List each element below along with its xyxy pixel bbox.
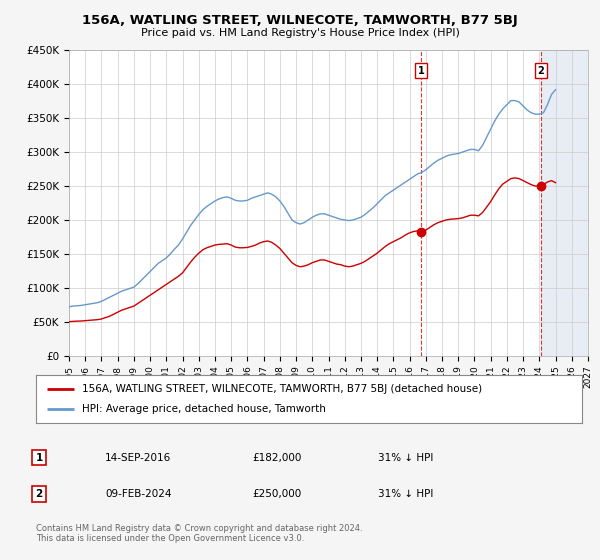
Text: 1: 1 — [418, 66, 424, 76]
Text: HPI: Average price, detached house, Tamworth: HPI: Average price, detached house, Tamw… — [82, 404, 326, 414]
Text: £250,000: £250,000 — [252, 489, 301, 499]
Text: 31% ↓ HPI: 31% ↓ HPI — [378, 452, 433, 463]
Text: 2: 2 — [538, 66, 544, 76]
Text: 156A, WATLING STREET, WILNECOTE, TAMWORTH, B77 5BJ: 156A, WATLING STREET, WILNECOTE, TAMWORT… — [82, 14, 518, 27]
Text: 1: 1 — [35, 452, 43, 463]
Text: 09-FEB-2024: 09-FEB-2024 — [105, 489, 172, 499]
Text: 2: 2 — [35, 489, 43, 499]
Text: Contains HM Land Registry data © Crown copyright and database right 2024.
This d: Contains HM Land Registry data © Crown c… — [36, 524, 362, 543]
Bar — [541, 50, 588, 356]
Text: Price paid vs. HM Land Registry's House Price Index (HPI): Price paid vs. HM Land Registry's House … — [140, 28, 460, 38]
Text: 31% ↓ HPI: 31% ↓ HPI — [378, 489, 433, 499]
Text: 14-SEP-2016: 14-SEP-2016 — [105, 452, 171, 463]
Text: 156A, WATLING STREET, WILNECOTE, TAMWORTH, B77 5BJ (detached house): 156A, WATLING STREET, WILNECOTE, TAMWORT… — [82, 384, 482, 394]
Text: £182,000: £182,000 — [252, 452, 301, 463]
